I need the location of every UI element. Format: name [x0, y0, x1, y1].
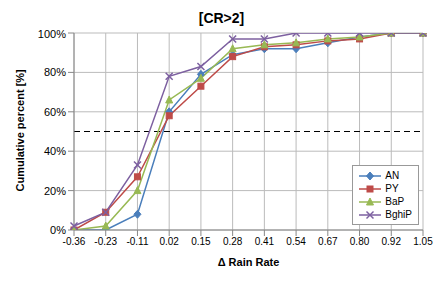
svg-text:0.92: 0.92 [382, 236, 402, 247]
svg-text:0.41: 0.41 [255, 236, 275, 247]
svg-text:0%: 0% [50, 224, 66, 236]
svg-text:0.67: 0.67 [318, 236, 338, 247]
html-text:PY: PY [385, 183, 399, 194]
svg-text:80%: 80% [44, 66, 66, 78]
html-text:BghiP: BghiP [385, 209, 412, 220]
svg-text:60%: 60% [44, 106, 66, 118]
svg-text:1.05: 1.05 [413, 236, 433, 247]
svg-text:-0.36: -0.36 [63, 236, 86, 247]
svg-text:Cumulative percent [%]: Cumulative percent [%] [14, 69, 26, 192]
svg-text:Δ Rain Rate: Δ Rain Rate [218, 256, 280, 268]
html-text:[CR>2]: [CR>2] [198, 10, 245, 26]
svg-text:0.28: 0.28 [223, 236, 243, 247]
svg-text:40%: 40% [44, 145, 66, 157]
svg-text:0.80: 0.80 [350, 236, 370, 247]
html-text:AN: AN [385, 170, 400, 181]
svg-text:0.15: 0.15 [191, 236, 211, 247]
svg-text:20%: 20% [44, 185, 66, 197]
svg-text:0.02: 0.02 [159, 236, 179, 247]
svg-text:0.54: 0.54 [286, 236, 306, 247]
svg-text:100%: 100% [38, 28, 66, 40]
svg-text:-0.23: -0.23 [94, 236, 117, 247]
html-text:BaP: BaP [385, 196, 405, 207]
svg-text:-0.11: -0.11 [126, 236, 148, 247]
